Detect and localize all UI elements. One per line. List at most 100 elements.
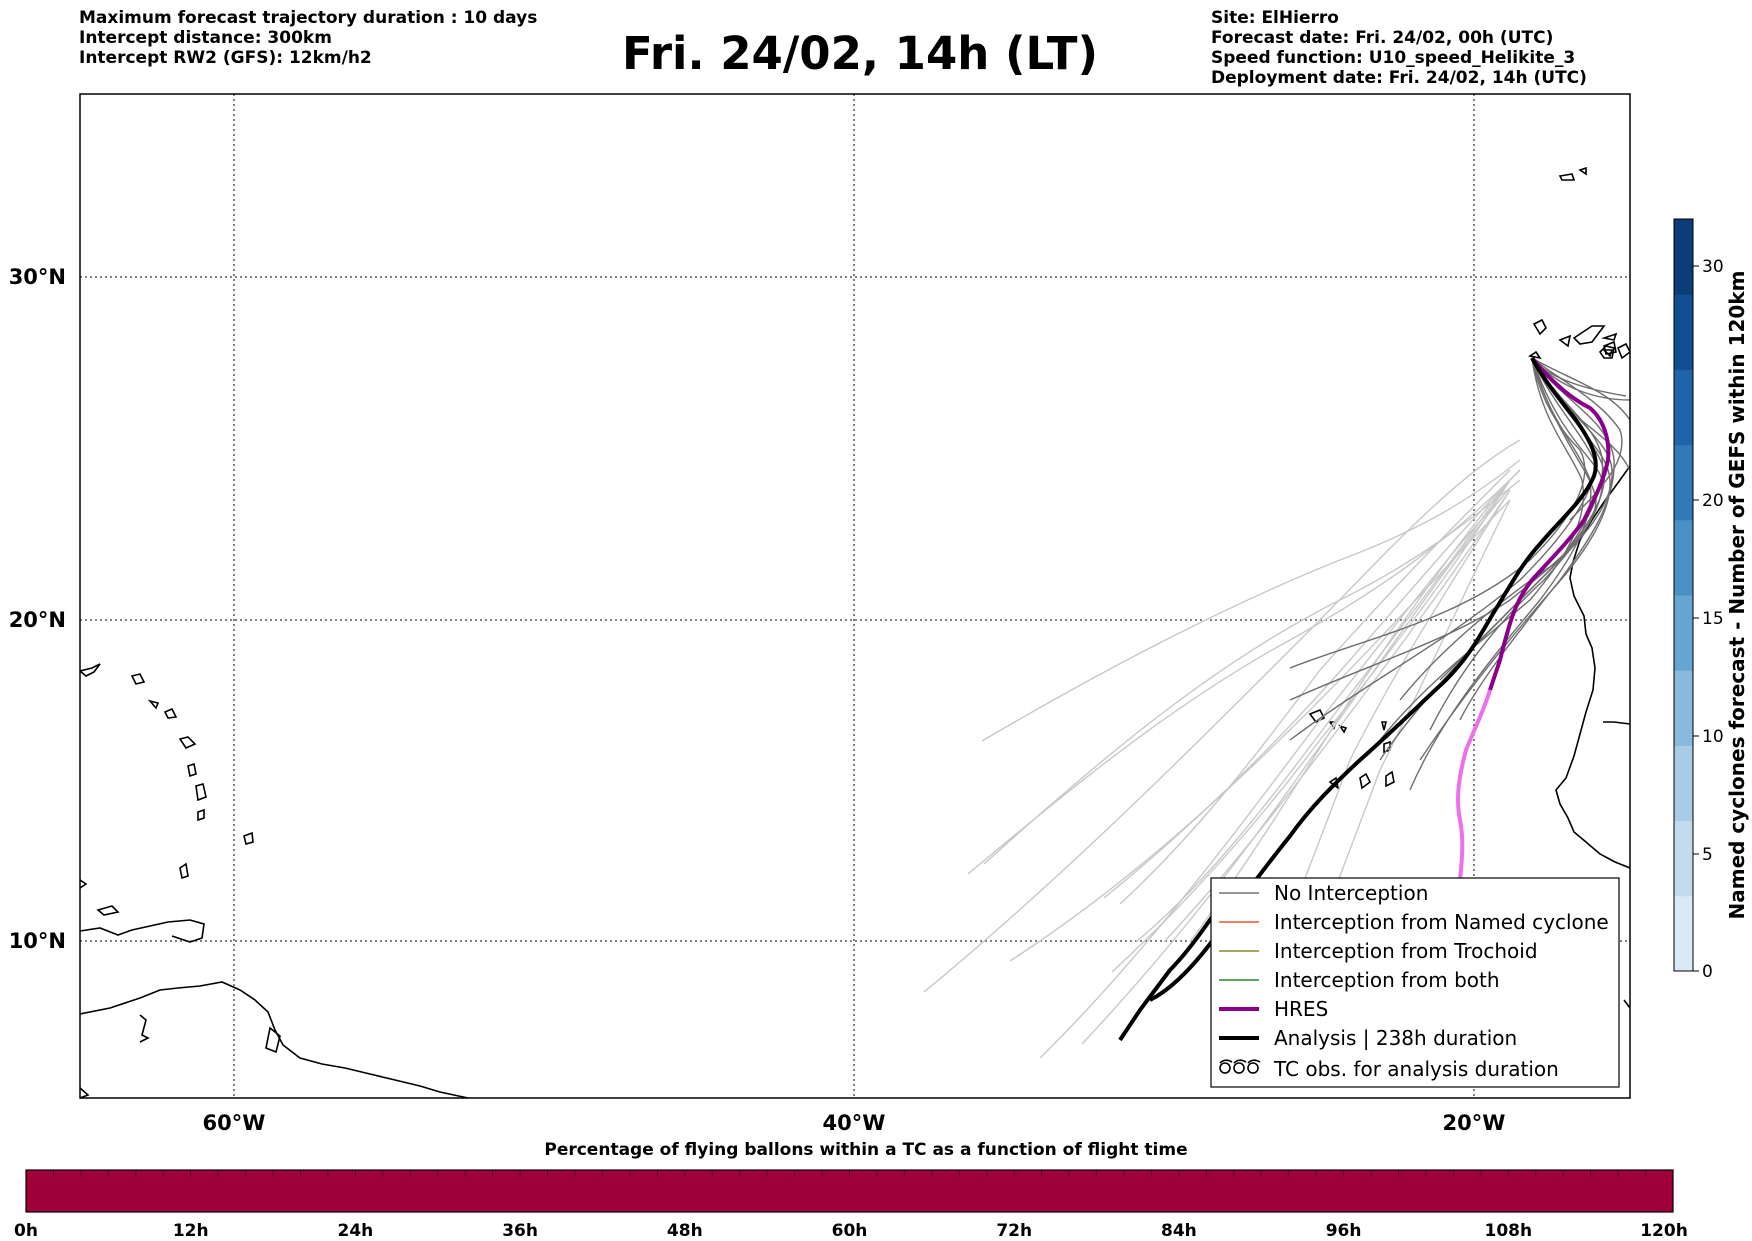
colorbar-segment <box>1674 369 1693 446</box>
colorbar-tick-15: 15 <box>1702 609 1724 629</box>
lon-label-40w: 40°W <box>823 1111 886 1135</box>
island-puerto-rico <box>80 663 101 677</box>
hres-trajectory <box>1488 356 1611 691</box>
site-info: Site: ElHierro Forecast date: Fri. 24/02… <box>1211 8 1587 88</box>
canary-fuerteventura <box>1616 342 1630 360</box>
south-america-coast <box>80 981 469 1098</box>
colorbar-tick-20: 20 <box>1702 491 1724 511</box>
colorbar-segment <box>1674 895 1693 972</box>
legend-label-trochoid: Interception from Trochoid <box>1274 939 1538 963</box>
legend-label-analysis: Analysis | 238h duration <box>1274 1026 1517 1050</box>
cv-sal <box>1380 721 1388 731</box>
cv-santiago <box>1385 770 1395 788</box>
hres-trajectory-late <box>1456 689 1492 881</box>
canary-la-palma <box>1532 318 1547 336</box>
lat-label-20n: 20°N <box>9 608 66 632</box>
legend-label-no-interception: No Interception <box>1274 881 1428 905</box>
cv-santo-antao <box>1308 708 1326 724</box>
coastlines <box>80 166 1630 1098</box>
hbar-tick-label: 60h <box>832 1221 868 1241</box>
flight-time-bar-labels: 0h 12h 24h 36h 48h 60h 72h 84h 96h 108h … <box>14 1221 1688 1241</box>
africa-west-coast <box>1555 465 1630 869</box>
island-dominica <box>187 762 197 778</box>
legend-label-tc-obs: TC obs. for analysis duration <box>1273 1057 1559 1081</box>
senegal-river <box>1603 721 1630 725</box>
hbar-tick-label: 12h <box>173 1221 209 1241</box>
canary-gc-east <box>1600 332 1618 341</box>
island-coast-d <box>80 879 88 889</box>
flight-time-bar: Percentage of flying ballons within a TC… <box>14 1140 1688 1241</box>
flight-time-bar-title: Percentage of flying ballons within a TC… <box>544 1140 1187 1160</box>
canary-east-b <box>1602 349 1614 358</box>
colorbar-segment <box>1674 444 1693 521</box>
lat-label-30n: 30°N <box>9 265 66 289</box>
colorbar-label: Named cyclones forecast - Number of GEFS… <box>1725 271 1749 920</box>
hbar-tick-label: 72h <box>996 1221 1032 1241</box>
flight-time-bar-ticks <box>52 1170 1647 1176</box>
cv-sao-nicolau <box>1338 724 1348 734</box>
island-a <box>130 673 146 685</box>
porto-santo <box>1578 166 1587 176</box>
island-st-lucia <box>197 808 205 822</box>
colorbar-segment <box>1674 670 1693 746</box>
colorbar: 0 5 10 15 20 30 Named cyclones forecast … <box>1673 218 1749 982</box>
hbar-tick-label: 84h <box>1161 1221 1197 1241</box>
island-b <box>147 699 160 710</box>
colorbar-segment <box>1674 219 1693 295</box>
island-guadeloupe <box>178 736 197 750</box>
colorbar-tick-0: 0 <box>1702 962 1713 982</box>
lon-label-60w: 60°W <box>203 1111 266 1135</box>
hbar-tick-label: 96h <box>1326 1221 1362 1241</box>
legend-box <box>1210 877 1620 1088</box>
colorbar-tick-5: 5 <box>1702 845 1713 865</box>
cv-maio <box>1359 772 1372 790</box>
hbar-tick-label: 24h <box>338 1221 374 1241</box>
speed-function-text: Speed function: U10_speed_Helikite_3 <box>1211 48 1576 68</box>
hbar-tick-label: 48h <box>667 1221 703 1241</box>
hbar-tick-label: 120h <box>1640 1221 1688 1241</box>
colorbar-segment <box>1674 294 1693 370</box>
intercept-distance-text: Intercept distance: 300km <box>79 28 332 48</box>
hbar-tick-label: 0h <box>14 1221 38 1241</box>
page-title: Fri. 24/02, 14h (LT) <box>621 27 1099 80</box>
colorbar-frame <box>1673 218 1694 972</box>
max-duration-text: Maximum forecast trajectory duration : 1… <box>79 8 538 28</box>
coast-island-a <box>265 1026 281 1054</box>
colorbar-tick-10: 10 <box>1702 727 1724 747</box>
legend-label-both: Interception from both <box>1274 968 1500 992</box>
hbar-tick-label: 36h <box>502 1221 538 1241</box>
island-curacao <box>96 905 120 916</box>
flight-time-bar-frame <box>25 1169 1674 1213</box>
river-delta <box>139 1014 150 1043</box>
flight-time-bar-fill <box>26 1170 1673 1212</box>
site-text: Site: ElHierro <box>1211 8 1339 28</box>
intercept-rw2-text: Intercept RW2 (GFS): 12km/h2 <box>79 48 372 68</box>
lat-label-10n: 10°N <box>9 929 66 953</box>
forecast-date-text: Forecast date: Fri. 24/02, 00h (UTC) <box>1211 28 1554 48</box>
canary-gc-b <box>1598 345 1615 359</box>
tc-obs-symbol-icon <box>1219 1059 1261 1074</box>
madeira <box>1558 173 1576 181</box>
colorbar-tick-30: 30 <box>1702 257 1724 277</box>
lon-label-20w: 20°W <box>1443 1111 1506 1135</box>
coast-se-africa <box>1623 999 1630 1009</box>
deployment-date-text: Deployment date: Fri. 24/02, 14h (UTC) <box>1211 68 1587 88</box>
colorbar-segment <box>1674 745 1693 822</box>
hbar-tick-label: 108h <box>1485 1221 1533 1241</box>
island-c <box>163 707 178 719</box>
colorbar-segment <box>1674 820 1693 897</box>
venezuela-coast <box>80 919 205 943</box>
canary-el-hierro <box>1527 350 1542 360</box>
colorbar-segments <box>1674 219 1693 972</box>
map-frame <box>79 93 1631 1099</box>
island-barbados <box>243 831 254 845</box>
forecast-settings: Maximum forecast trajectory duration : 1… <box>79 8 537 68</box>
legend-label-hres: HRES <box>1274 997 1328 1021</box>
legend-label-named-cyclone: Interception from Named cyclone <box>1274 910 1609 934</box>
colorbar-segment <box>1674 519 1693 596</box>
island-grenada <box>179 862 189 880</box>
canary-tenerife <box>1572 325 1606 345</box>
island-martinique <box>195 782 207 802</box>
colorbar-segment <box>1674 595 1693 671</box>
